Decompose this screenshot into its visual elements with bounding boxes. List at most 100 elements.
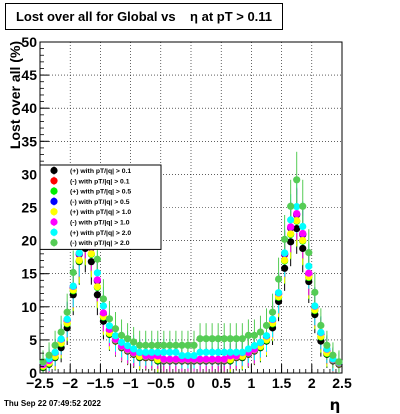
data-point bbox=[305, 262, 313, 270]
legend-entry: (-) with pT/|q| > 1.0 bbox=[70, 220, 130, 227]
data-point bbox=[87, 250, 95, 258]
data-point bbox=[220, 355, 228, 363]
data-point bbox=[51, 341, 59, 349]
data-point bbox=[130, 345, 138, 353]
y-tick-label: 50 bbox=[21, 34, 37, 50]
legend-marker bbox=[50, 208, 58, 216]
data-point bbox=[93, 291, 101, 299]
data-point bbox=[166, 355, 174, 363]
x-tick-label: −0.5 bbox=[147, 375, 175, 391]
x-tick-label: 2.5 bbox=[332, 375, 352, 391]
data-point bbox=[136, 341, 144, 349]
data-point bbox=[299, 222, 307, 231]
data-point bbox=[160, 355, 168, 363]
legend: (+) with pT/|q| > 0.1 (-) with pT/|q| > 0… bbox=[39, 164, 162, 250]
data-point bbox=[202, 335, 210, 343]
legend-marker bbox=[50, 177, 58, 185]
data-point bbox=[250, 331, 259, 339]
data-point bbox=[281, 264, 289, 272]
legend-entry: (-) with pT/|q| > 0.1 bbox=[70, 178, 130, 185]
data-point bbox=[220, 348, 228, 356]
data-point bbox=[293, 203, 301, 211]
legend-marker bbox=[50, 239, 58, 247]
data-point bbox=[154, 341, 162, 349]
legend-marker bbox=[50, 228, 58, 236]
data-point bbox=[178, 351, 186, 360]
data-point bbox=[111, 332, 120, 340]
data-point bbox=[244, 331, 252, 339]
x-tick-label: 1.5 bbox=[272, 375, 292, 391]
data-point bbox=[305, 249, 313, 257]
data-point bbox=[142, 341, 150, 349]
data-point bbox=[154, 348, 162, 356]
legend-entry: (+) with pT/|q| > 0.1 bbox=[70, 168, 131, 175]
data-point bbox=[317, 328, 325, 337]
data-point bbox=[117, 338, 126, 346]
data-point bbox=[256, 328, 265, 336]
data-point bbox=[281, 256, 289, 264]
x-tick-label: 2 bbox=[308, 375, 316, 391]
data-point bbox=[142, 348, 150, 356]
y-tick-label: 0 bbox=[29, 365, 37, 381]
legend-entry: (-) with pT/|q| > 0.5 bbox=[70, 199, 130, 206]
data-point bbox=[57, 335, 65, 343]
data-point bbox=[99, 295, 108, 303]
data-point bbox=[160, 341, 168, 349]
data-point bbox=[311, 302, 319, 310]
data-point bbox=[293, 209, 301, 218]
data-point bbox=[190, 351, 198, 360]
timestamp: Thu Sep 22 07:49:52 2022 bbox=[4, 399, 101, 408]
data-point bbox=[105, 315, 114, 323]
data-point bbox=[166, 341, 174, 349]
data-point bbox=[148, 341, 156, 349]
data-point bbox=[214, 355, 222, 363]
legend-marker bbox=[50, 197, 58, 205]
data-point bbox=[299, 202, 307, 210]
data-point bbox=[281, 235, 289, 243]
x-tick-label: 0 bbox=[187, 375, 195, 391]
data-point bbox=[178, 341, 186, 349]
data-point bbox=[214, 348, 222, 356]
y-tick-label: 5 bbox=[29, 332, 37, 348]
data-point bbox=[63, 315, 71, 323]
data-point bbox=[123, 342, 132, 350]
y-tick-label: 40 bbox=[21, 100, 37, 116]
data-point bbox=[130, 338, 138, 346]
data-point bbox=[268, 308, 277, 316]
data-point bbox=[287, 223, 295, 231]
data-point bbox=[172, 348, 180, 356]
y-tick-label: 15 bbox=[21, 266, 37, 282]
chart-title: Lost over all for Global vs η at pT > 0.… bbox=[5, 3, 283, 30]
data-point bbox=[63, 308, 71, 316]
legend-entry: (+) with pT/|q| > 0.5 bbox=[70, 189, 131, 196]
data-point bbox=[274, 289, 283, 297]
data-point bbox=[172, 341, 180, 349]
data-point bbox=[250, 342, 259, 350]
y-tick-label: 30 bbox=[21, 166, 37, 182]
legend-entry: (+) with pT/|q| > 2.0 bbox=[70, 230, 131, 237]
data-point bbox=[238, 335, 246, 343]
data-point bbox=[123, 335, 132, 343]
data-point bbox=[172, 355, 180, 363]
data-point bbox=[93, 255, 101, 263]
data-point bbox=[196, 348, 204, 356]
data-point bbox=[39, 358, 47, 366]
data-point bbox=[51, 348, 59, 356]
data-point bbox=[99, 309, 108, 317]
data-point bbox=[208, 335, 216, 343]
data-point bbox=[214, 335, 222, 343]
x-axis-ticks: −2.5 −2 −1.5 −1 −0.5 0 0.5 1 1.5 2 2.5 bbox=[26, 364, 352, 391]
data-point bbox=[93, 283, 101, 291]
x-axis-label: η bbox=[330, 396, 341, 414]
data-point bbox=[93, 276, 101, 284]
data-point bbox=[220, 335, 228, 343]
data-point bbox=[208, 355, 216, 363]
legend-entry: (-) with pT/|q| > 2.0 bbox=[70, 240, 130, 247]
data-point bbox=[99, 302, 108, 310]
data-point bbox=[166, 348, 174, 356]
data-point bbox=[323, 341, 331, 349]
data-point bbox=[208, 348, 216, 356]
y-tick-label: 25 bbox=[21, 200, 37, 216]
legend-entry: (+) with pT/|q| > 1.0 bbox=[70, 209, 131, 216]
data-point bbox=[335, 358, 343, 366]
